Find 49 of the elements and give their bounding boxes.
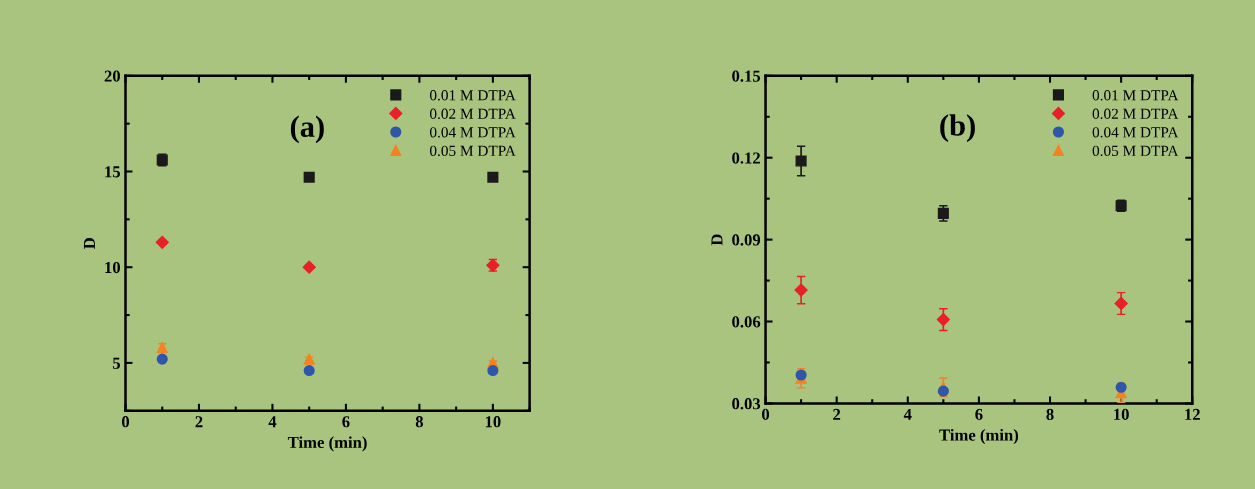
x-tick-label: 10 [1114,408,1129,421]
point [156,342,168,354]
point [156,353,168,365]
legend-label: 0.02 M DTPA [429,108,516,119]
x-tick-label: 2 [833,408,841,420]
point [1114,296,1128,311]
x-tick-label: 0 [121,416,130,428]
y-tick-label: 0.15 [732,70,761,82]
x-tick-label: 4 [903,408,912,420]
point [937,385,949,397]
point [487,171,499,183]
text: (b) [940,114,975,143]
y-tick-label: 10 [105,261,120,274]
point [487,365,499,377]
point [302,260,316,274]
x-tick-label: 8 [1046,408,1054,421]
x-tick-label: 0 [762,408,770,421]
point [303,365,315,377]
legend-label: 0.04 M DTPA [1092,127,1179,138]
point [795,155,807,167]
y-tick-label: 20 [104,70,120,82]
point [155,235,169,249]
x-axis-title: Time (min) [939,428,1019,445]
y-axis-title: D [83,238,95,249]
legend-label: 0.02 M DTPA [1092,108,1179,119]
legend-label: 0.04 M DTPA [429,127,516,138]
text: (a) [290,115,324,144]
y-tick-label: 0.03 [732,398,761,410]
legend-label: 0.01 M DTPA [429,90,516,101]
legend-label: 0.01 M DTPA [1092,90,1179,101]
y-tick-label: 0.09 [732,234,761,246]
legend-label: 0.05 M DTPA [429,145,516,157]
x-tick-label: 12 [1185,408,1200,420]
legend-label: 0.05 M DTPA [1092,145,1179,157]
x-axis-title: Time (min) [287,436,367,452]
point [303,171,315,183]
y-tick-label: 0.12 [732,152,760,164]
x-tick-label: 4 [268,416,277,428]
y-axis-title: D [711,234,723,246]
point [794,283,808,297]
x-tick-label: 6 [342,416,350,428]
point [936,313,950,327]
y-tick-label: 5 [112,357,121,369]
x-tick-label: 8 [415,416,424,428]
x-tick-label: 6 [975,408,983,421]
x-tick-label: 10 [485,416,501,428]
y-tick-label: 0.06 [732,316,761,328]
x-tick-label: 2 [195,416,203,428]
y-tick-label: 15 [105,166,121,178]
